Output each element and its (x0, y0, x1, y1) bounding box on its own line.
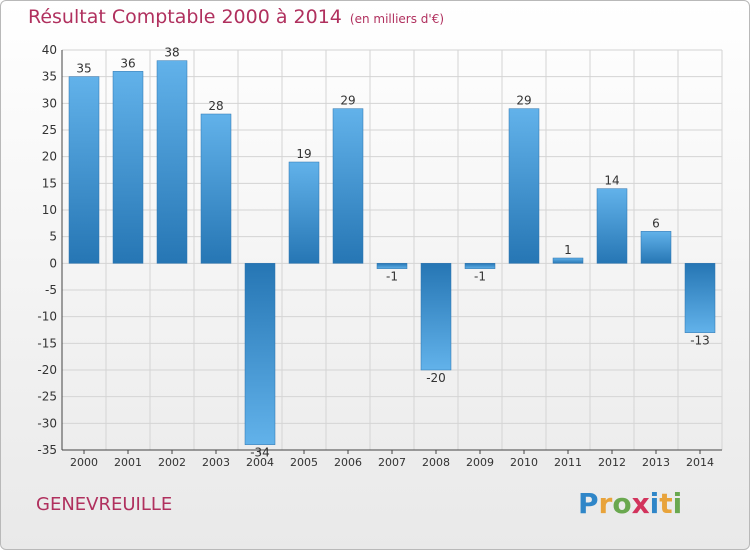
y-tick-label: -30 (37, 416, 57, 430)
y-tick-label: 40 (42, 43, 57, 57)
data-label: 29 (516, 94, 531, 108)
data-label: -1 (386, 270, 398, 284)
x-tick-label: 2003 (202, 456, 230, 469)
x-tick-label: 2013 (642, 456, 670, 469)
data-label: 29 (340, 94, 355, 108)
x-tick-label: 2006 (334, 456, 362, 469)
bar-2014 (684, 263, 716, 333)
data-label: 1 (564, 243, 572, 257)
y-tick-label: -35 (37, 443, 57, 457)
data-label: -13 (690, 334, 710, 348)
data-labels: 35 36 38 28 -34 19 29 -1 -20 -1 29 1 14 6 -13 (76, 46, 709, 460)
bar-2012 (596, 188, 628, 264)
y-tick-label: -10 (37, 310, 57, 324)
data-label: 36 (120, 56, 135, 70)
bar-2007 (376, 263, 408, 269)
logo-letter: P (578, 487, 599, 520)
x-tick-label: 2008 (422, 456, 450, 469)
bar-2005 (288, 161, 320, 264)
y-tick-label: -25 (37, 390, 57, 404)
commune-name: GENEVREUILLE (36, 494, 173, 515)
x-tick-label: 2010 (510, 456, 538, 469)
bar-2010 (508, 108, 540, 264)
data-label: -1 (474, 270, 486, 284)
logo-letter: o (612, 487, 632, 520)
x-tick-label: 2005 (290, 456, 318, 469)
x-tick-label: 2002 (158, 456, 186, 469)
bars (68, 60, 716, 445)
logo-letter: i (649, 487, 660, 520)
chart-subtitle: (en milliers d'€) (349, 12, 445, 26)
bar-2006 (332, 108, 364, 264)
y-tick-label: -15 (37, 336, 57, 350)
chart-title-block: Résultat Comptable 2000 à 2014 (en millie… (28, 6, 444, 28)
y-tick-label: -20 (37, 363, 57, 377)
y-tick-label: -5 (45, 283, 57, 297)
bar-2013 (640, 231, 672, 264)
data-label: 38 (164, 46, 179, 60)
data-label: 6 (652, 216, 660, 230)
y-tick-label: 5 (49, 230, 57, 244)
bar-2003 (200, 113, 232, 264)
y-tick-label: 0 (49, 256, 57, 270)
bar-2009 (464, 263, 496, 269)
data-label: 19 (296, 147, 311, 161)
data-label: 28 (208, 99, 223, 113)
bar-2001 (112, 71, 144, 264)
x-tick-label: 2014 (686, 456, 714, 469)
data-label: 35 (76, 62, 91, 76)
logo-letter: i (672, 487, 683, 520)
logo-letter: t (659, 487, 673, 520)
y-tick-label: 30 (42, 96, 57, 110)
bar-2002 (156, 60, 188, 264)
data-label: -20 (426, 371, 446, 385)
y-tick-label: 20 (42, 150, 57, 164)
x-tick-label: 2011 (554, 456, 582, 469)
x-tick-label: 2007 (378, 456, 406, 469)
bar-2008 (420, 263, 452, 371)
x-tick-label: 2004 (246, 456, 274, 469)
logo-letter: r (598, 487, 613, 520)
bar-2011 (552, 257, 584, 264)
proxiti-logo: Proxiti (578, 487, 682, 520)
x-tick-label: 2009 (466, 456, 494, 469)
x-tick-label: 2000 (70, 456, 98, 469)
bar-2000 (68, 76, 100, 264)
axes: 40 35 30 25 20 15 10 5 0 -5 -10 -15 -20 -25 -30 -35 2000… (37, 43, 722, 469)
y-tick-label: 15 (42, 176, 57, 190)
y-tick-label: 25 (42, 123, 57, 137)
chart-title: Résultat Comptable 2000 à 2014 (28, 6, 342, 28)
x-tick-label: 2001 (114, 456, 142, 469)
y-tick-label: 35 (42, 70, 57, 84)
bar-2004 (244, 263, 276, 445)
data-label: 14 (604, 174, 619, 188)
data-label: -34 (250, 446, 270, 460)
x-tick-label: 2012 (598, 456, 626, 469)
y-tick-label: 10 (42, 203, 57, 217)
logo-letter: x (631, 487, 650, 520)
